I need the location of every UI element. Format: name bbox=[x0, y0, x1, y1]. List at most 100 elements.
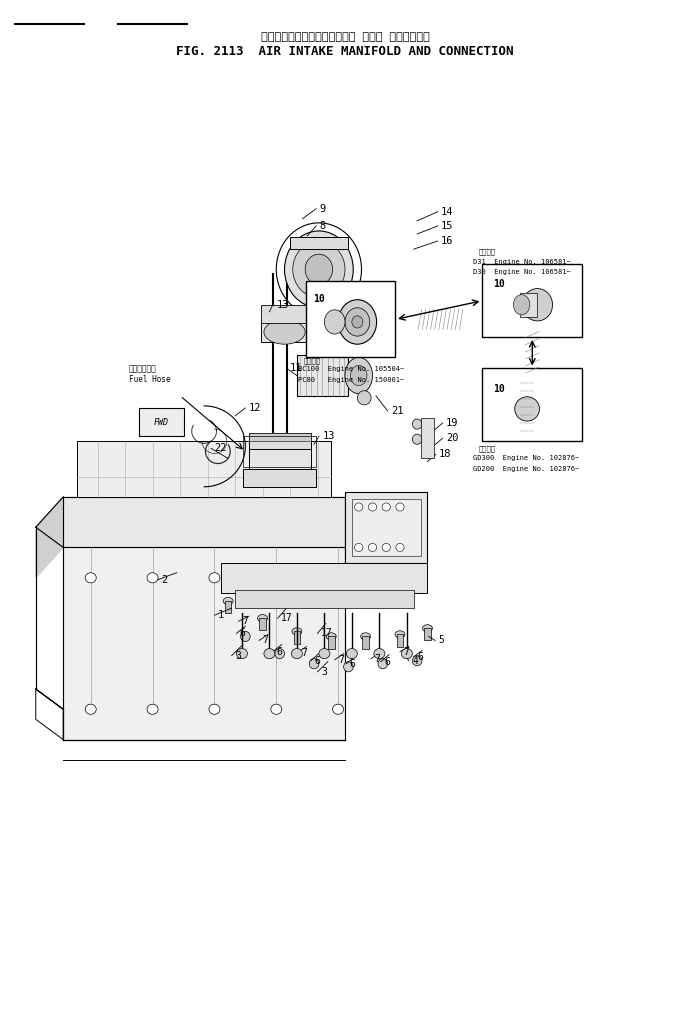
Ellipse shape bbox=[293, 241, 345, 298]
Bar bbox=[482, 265, 582, 337]
Ellipse shape bbox=[368, 503, 377, 511]
Ellipse shape bbox=[264, 649, 275, 659]
Ellipse shape bbox=[333, 704, 344, 714]
Ellipse shape bbox=[224, 597, 233, 604]
Ellipse shape bbox=[86, 573, 96, 583]
Bar bbox=[139, 408, 184, 436]
Ellipse shape bbox=[382, 503, 391, 511]
Bar bbox=[424, 629, 431, 641]
Bar bbox=[397, 635, 403, 647]
Bar bbox=[362, 637, 369, 649]
Ellipse shape bbox=[209, 573, 220, 583]
Ellipse shape bbox=[324, 310, 345, 334]
Ellipse shape bbox=[413, 419, 422, 429]
Ellipse shape bbox=[361, 633, 371, 640]
Bar bbox=[261, 322, 308, 342]
Bar bbox=[294, 632, 300, 644]
Ellipse shape bbox=[422, 625, 433, 632]
Text: 7: 7 bbox=[242, 617, 248, 627]
Text: 20: 20 bbox=[446, 433, 459, 443]
Bar bbox=[249, 433, 310, 451]
Ellipse shape bbox=[396, 544, 404, 552]
Bar bbox=[421, 418, 434, 458]
Text: 21: 21 bbox=[391, 406, 404, 416]
Ellipse shape bbox=[382, 544, 391, 552]
Text: FIG. 2113  AIR INTAKE MANIFOLD AND CONNECTION: FIG. 2113 AIR INTAKE MANIFOLD AND CONNEC… bbox=[176, 46, 514, 59]
Ellipse shape bbox=[284, 231, 353, 308]
Bar bbox=[352, 499, 421, 556]
Text: 17: 17 bbox=[321, 629, 333, 639]
Text: 8: 8 bbox=[319, 221, 326, 231]
Text: 6: 6 bbox=[276, 647, 282, 657]
Ellipse shape bbox=[270, 704, 282, 714]
Text: 7: 7 bbox=[404, 647, 409, 657]
Bar bbox=[259, 619, 266, 631]
Ellipse shape bbox=[374, 649, 385, 659]
Text: 11: 11 bbox=[290, 363, 302, 373]
Ellipse shape bbox=[368, 544, 377, 552]
Ellipse shape bbox=[352, 316, 363, 328]
Text: Fuel Hose: Fuel Hose bbox=[128, 375, 170, 384]
Ellipse shape bbox=[345, 308, 370, 336]
Text: 適用号等: 適用号等 bbox=[479, 248, 496, 256]
Polygon shape bbox=[36, 497, 63, 578]
Ellipse shape bbox=[513, 295, 530, 315]
Bar bbox=[244, 436, 316, 466]
Ellipse shape bbox=[402, 649, 413, 659]
Ellipse shape bbox=[275, 649, 284, 659]
Ellipse shape bbox=[241, 632, 250, 642]
Ellipse shape bbox=[338, 300, 377, 344]
Text: エアーインテークマニホールド および コネクション: エアーインテークマニホールド および コネクション bbox=[261, 31, 429, 42]
Text: 2: 2 bbox=[161, 575, 167, 585]
Bar bbox=[290, 237, 348, 249]
Text: PC80   Engine No. 150001~: PC80 Engine No. 150001~ bbox=[297, 376, 404, 382]
Bar bbox=[520, 293, 538, 317]
Ellipse shape bbox=[346, 649, 357, 659]
Ellipse shape bbox=[522, 289, 553, 321]
Ellipse shape bbox=[257, 614, 268, 622]
Text: 6: 6 bbox=[240, 629, 246, 639]
Text: 7: 7 bbox=[301, 648, 307, 658]
Bar bbox=[345, 492, 428, 563]
Ellipse shape bbox=[357, 390, 371, 405]
Text: 10: 10 bbox=[493, 383, 504, 393]
Text: 13: 13 bbox=[276, 300, 289, 309]
Text: D31  Engine No. 106581~: D31 Engine No. 106581~ bbox=[473, 260, 571, 266]
Text: 22: 22 bbox=[215, 443, 227, 453]
Bar bbox=[261, 305, 308, 322]
Polygon shape bbox=[63, 497, 345, 548]
Ellipse shape bbox=[270, 573, 282, 583]
Text: 4: 4 bbox=[413, 656, 418, 666]
Bar bbox=[225, 601, 231, 613]
Text: GD300  Engine No. 102876~: GD300 Engine No. 102876~ bbox=[473, 455, 579, 461]
Text: 3: 3 bbox=[235, 651, 241, 661]
Text: GD200  Engine No. 102876~: GD200 Engine No. 102876~ bbox=[473, 465, 579, 472]
Bar bbox=[249, 449, 310, 472]
Text: 6: 6 bbox=[417, 652, 423, 662]
Ellipse shape bbox=[355, 503, 363, 511]
Text: 6: 6 bbox=[350, 659, 355, 669]
Ellipse shape bbox=[344, 662, 353, 672]
Ellipse shape bbox=[396, 503, 404, 511]
Bar bbox=[297, 355, 348, 395]
Ellipse shape bbox=[305, 255, 333, 285]
Text: 14: 14 bbox=[441, 207, 454, 217]
Ellipse shape bbox=[413, 434, 422, 444]
Text: 10: 10 bbox=[313, 294, 324, 303]
Bar bbox=[306, 282, 395, 357]
Ellipse shape bbox=[355, 544, 363, 552]
Ellipse shape bbox=[291, 649, 302, 659]
Bar bbox=[244, 468, 316, 487]
Text: 15: 15 bbox=[441, 221, 454, 231]
Bar bbox=[249, 433, 310, 441]
Text: 19: 19 bbox=[446, 418, 459, 428]
Ellipse shape bbox=[147, 573, 158, 583]
Bar bbox=[77, 441, 331, 497]
Text: 6: 6 bbox=[314, 656, 320, 666]
Ellipse shape bbox=[86, 704, 96, 714]
Text: FWD: FWD bbox=[154, 418, 169, 427]
Text: 7: 7 bbox=[338, 655, 344, 665]
Ellipse shape bbox=[326, 633, 336, 640]
Bar bbox=[328, 637, 335, 649]
Text: BC100  Engine No. 105504~: BC100 Engine No. 105504~ bbox=[297, 366, 404, 372]
